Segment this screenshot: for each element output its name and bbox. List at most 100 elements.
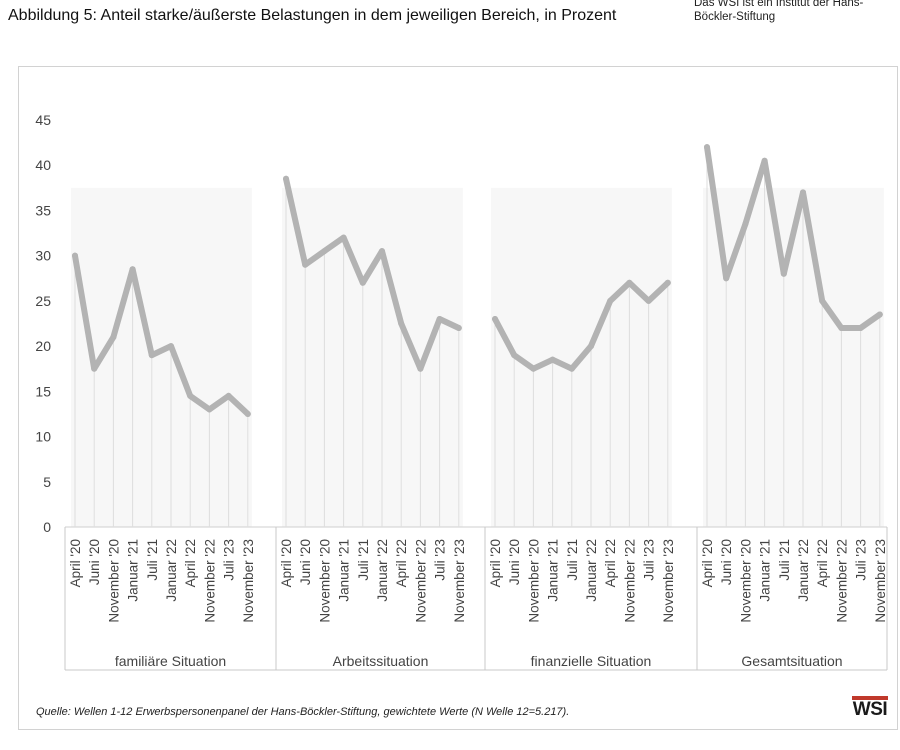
data-point <box>626 279 633 286</box>
x-tick-label: November '22 <box>834 539 849 623</box>
y-tick-label: 35 <box>35 202 51 218</box>
data-point <box>511 352 518 359</box>
data-point <box>800 189 806 196</box>
logo-text: WSI <box>852 699 888 720</box>
group-label: Gesamtsituation <box>741 653 842 669</box>
x-tick-label: November '20 <box>526 539 541 623</box>
data-point <box>455 325 462 332</box>
data-point <box>704 144 710 151</box>
x-tick-label: Juni '20 <box>87 539 102 585</box>
y-tick-label: 0 <box>43 519 51 535</box>
x-tick-label: Juni '20 <box>719 539 734 585</box>
data-point <box>379 248 385 255</box>
x-tick-label: November '23 <box>661 539 676 623</box>
x-tick-label: April '22 <box>394 539 409 587</box>
wsi-logo: WSI <box>852 696 888 722</box>
x-tick-label: Januar '22 <box>375 539 390 602</box>
x-tick-label: April '20 <box>700 539 715 587</box>
data-point <box>206 406 213 413</box>
x-tick-label: November '23 <box>452 539 467 623</box>
data-point <box>664 279 671 286</box>
data-point <box>742 221 749 228</box>
data-point <box>168 343 174 350</box>
x-tick-label: Juli '23 <box>433 539 448 581</box>
x-tick-label: April '22 <box>603 539 618 587</box>
data-point <box>148 352 155 359</box>
line-chart: 0 5 10 15 20 25 30 35 40 45 April '20 Juni '20 Novem… <box>35 112 888 671</box>
x-tick-label: April '22 <box>815 539 830 587</box>
data-point <box>819 297 826 304</box>
x-tick-label: Juli '21 <box>145 539 160 581</box>
x-tick-label: November '20 <box>317 539 332 623</box>
x-tick-label: Juli '23 <box>222 539 237 581</box>
group-label: familiäre Situation <box>115 653 226 669</box>
data-point <box>398 320 405 327</box>
data-point <box>359 279 366 286</box>
data-point <box>244 410 251 417</box>
data-point <box>417 365 424 372</box>
data-point <box>838 325 845 332</box>
group-label: finanzielle Situation <box>531 653 652 669</box>
x-tick-label: Januar '21 <box>758 539 773 602</box>
data-point <box>761 157 768 164</box>
x-tick-label: Januar '21 <box>337 539 352 602</box>
x-tick-label: Januar '22 <box>164 539 179 602</box>
data-point <box>876 311 883 318</box>
data-point <box>72 252 78 259</box>
figure-title: Abbildung 5: Anteil starke/äußerste Bela… <box>8 7 617 24</box>
x-tick-label: November '23 <box>241 539 256 623</box>
series-line-1 <box>72 252 251 417</box>
data-point <box>129 266 136 273</box>
x-tick-label: November '22 <box>202 539 217 623</box>
x-tick-label: Juni '20 <box>298 539 313 585</box>
data-point <box>588 343 594 350</box>
series-line-4 <box>704 144 883 331</box>
y-tick-label: 45 <box>35 112 51 128</box>
data-point <box>492 315 498 322</box>
x-tick-label: November '22 <box>413 539 428 623</box>
y-tick-label: 30 <box>35 248 51 264</box>
x-tick-label: Januar '21 <box>126 539 141 602</box>
data-point <box>723 275 730 282</box>
y-tick-label: 40 <box>35 157 51 173</box>
group-band-2 <box>282 187 463 527</box>
data-point <box>607 297 614 304</box>
data-point <box>549 356 556 363</box>
y-tick-label: 15 <box>35 383 51 399</box>
y-tick-label: 20 <box>35 338 51 354</box>
x-tick-label: April '20 <box>279 539 294 587</box>
data-point <box>225 392 232 399</box>
data-point <box>110 334 117 341</box>
group-label: Arbeitssituation <box>333 653 429 669</box>
data-point <box>302 261 309 268</box>
data-point <box>857 325 864 332</box>
data-point <box>436 315 443 322</box>
data-point <box>340 234 347 241</box>
x-tick-label: Januar '22 <box>584 539 599 602</box>
data-point <box>321 248 328 255</box>
series-line-3 <box>492 279 671 372</box>
data-point <box>780 270 787 277</box>
x-tick-label: November '22 <box>622 539 637 623</box>
data-point <box>91 365 98 372</box>
data-point <box>568 365 575 372</box>
x-tick-label: Juli '21 <box>777 539 792 581</box>
x-tick-label: Juli '23 <box>854 539 869 581</box>
data-point <box>283 175 289 182</box>
organisation-note: Das WSI ist ein Institut der Hans-Böckle… <box>694 0 864 23</box>
source-note: Quelle: Wellen 1-12 Erwerbspersonenpanel… <box>36 706 570 718</box>
x-tick-label: November '20 <box>106 539 121 623</box>
x-tick-label: April '20 <box>68 539 83 587</box>
x-tick-label: Juli '21 <box>565 539 580 581</box>
y-tick-label: 5 <box>43 474 51 490</box>
x-tick-label: Juli '23 <box>642 539 657 581</box>
x-tick-label: Januar '21 <box>546 539 561 602</box>
x-tick-label: November '23 <box>873 539 888 623</box>
series-line-2 <box>283 175 462 372</box>
data-point <box>187 392 194 399</box>
y-tick-label: 25 <box>35 293 51 309</box>
x-tick-label: Januar '22 <box>796 539 811 602</box>
data-point <box>530 365 537 372</box>
y-tick-label: 10 <box>35 429 51 445</box>
x-tick-label: April '22 <box>183 539 198 587</box>
